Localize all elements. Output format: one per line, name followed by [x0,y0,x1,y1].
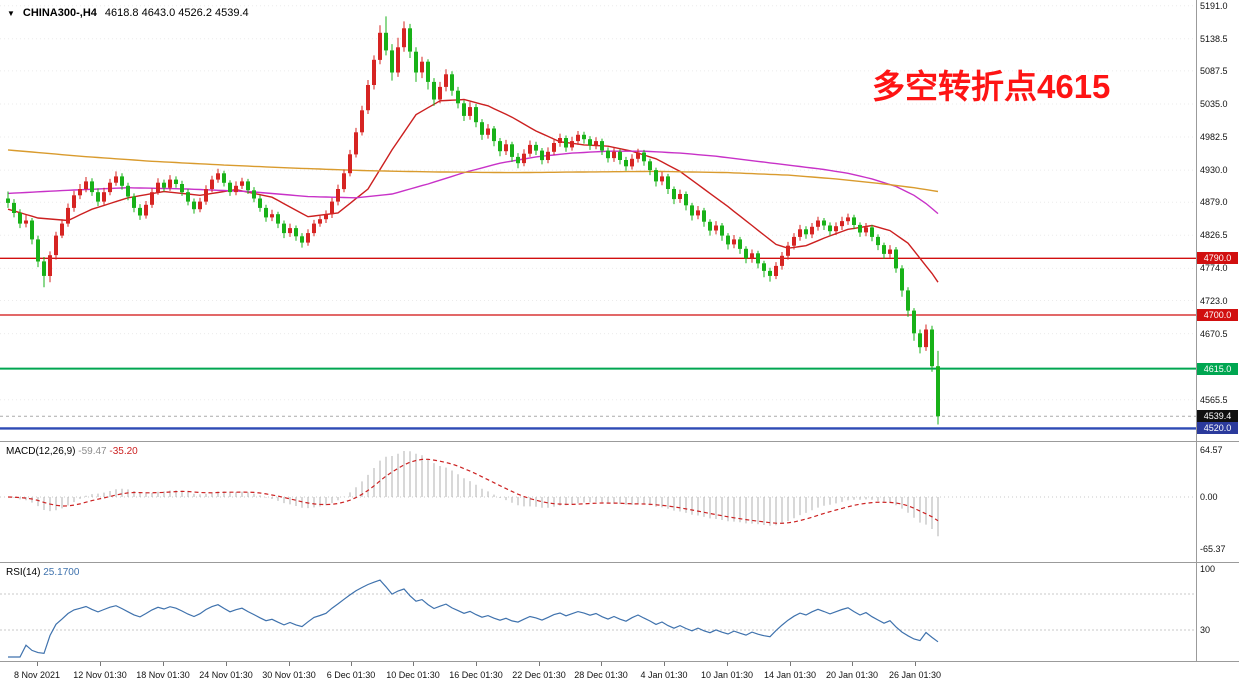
price-tick-label: 4774.0 [1200,263,1228,273]
time-axis-label: 18 Nov 01:30 [136,670,190,680]
slow-ma [7,149,939,193]
time-tick [289,662,290,666]
price-gridlines [0,5,1196,401]
time-axis-label: 16 Dec 01:30 [449,670,503,680]
time-axis-label: 24 Nov 01:30 [199,670,253,680]
macd-signal-line [7,458,939,524]
rsi-value: 25.1700 [43,567,80,578]
fast-ma [7,98,939,283]
candlestick-series [6,16,940,425]
moving-average-lines [7,98,939,283]
macd-scale-label: 64.57 [1200,445,1223,455]
time-axis-label: 10 Dec 01:30 [386,670,440,680]
price-axis[interactable]: 5191.0 5138.5 5087.5 5035.0 4982.5 4930.0 4879… [1197,0,1239,661]
time-axis-label: 12 Nov 01:30 [73,670,127,680]
time-tick [476,662,477,666]
time-tick [226,662,227,666]
time-axis-label: 20 Jan 01:30 [825,670,879,680]
time-tick [601,662,602,666]
symbol-label: CHINA300-,H4 [22,7,97,19]
time-axis-label: 26 Jan 01:30 [888,670,942,680]
time-tick [790,662,791,666]
panel-separator [0,661,1239,662]
time-tick [37,662,38,666]
macd-signal-value: -35.20 [109,446,138,457]
price-tick-label: 4982.5 [1200,132,1228,142]
time-axis-label: 8 Nov 2021 [13,670,61,680]
time-tick [351,662,352,666]
macd-main-value: -59.47 [78,446,107,457]
macd-histogram [13,451,939,537]
panel-separator [0,562,1239,563]
rsi-canvas[interactable] [0,563,1196,661]
price-tick-label: 5035.0 [1200,99,1228,109]
time-axis-label: 10 Jan 01:30 [700,670,754,680]
price-tick-label: 4879.0 [1200,197,1228,207]
time-axis-label: 14 Jan 01:30 [763,670,817,680]
chart-header: ▼ CHINA300-,H4 4618.8 4643.0 4526.2 4539… [7,7,249,19]
price-tick-label: 4723.0 [1200,296,1228,306]
price-badge: 4615.0 [1197,363,1238,375]
time-axis-label: 4 Jan 01:30 [640,670,688,680]
price-badge: 4790.0 [1197,252,1238,264]
price-badge: 4520.0 [1197,422,1238,434]
mid-ma [7,150,939,215]
axis-separator [1196,0,1197,661]
time-tick [163,662,164,666]
time-tick [539,662,540,666]
price-tick-label: 4565.5 [1200,395,1228,405]
time-tick [100,662,101,666]
symbol-dropdown-icon[interactable]: ▼ [7,8,15,18]
macd-canvas[interactable] [0,442,1196,562]
macd-scale-label: 0.00 [1200,492,1218,502]
macd-label: MACD(12,26,9) -59.47 -35.20 [6,446,138,457]
time-axis[interactable]: 8 Nov 2021 12 Nov 01:30 18 Nov 01:30 24 Nov… [0,661,1239,696]
ohlc-values: 4618.8 4643.0 4526.2 4539.4 [104,7,249,19]
price-tick-label: 4670.5 [1200,329,1228,339]
time-tick [664,662,665,666]
panel-separator [0,441,1239,442]
rsi-scale-label: 100 [1200,564,1216,574]
rsi-label: RSI(14) 25.1700 [6,567,79,578]
rsi-name: RSI(14) [6,567,41,578]
annotation-text: 多空转折点4615 [872,68,1111,105]
price-tick-label: 5087.5 [1200,66,1228,76]
horizontal-level-lines [0,257,1196,430]
price-badge: 4539.4 [1197,410,1238,422]
price-tick-label: 5191.0 [1200,1,1228,11]
time-axis-label: 22 Dec 01:30 [512,670,566,680]
time-axis-label: 30 Nov 01:30 [262,670,316,680]
rsi-line [8,579,939,658]
rsi-scale-label: 30 [1200,625,1211,635]
time-tick [413,662,414,666]
price-badge: 4700.0 [1197,309,1238,321]
price-tick-label: 4826.5 [1200,230,1228,240]
main-chart-canvas[interactable] [0,0,1196,441]
time-axis-label: 6 Dec 01:30 [326,670,376,680]
price-tick-label: 4930.0 [1200,165,1228,175]
time-axis-label: 28 Dec 01:30 [574,670,628,680]
time-tick [852,662,853,666]
time-tick [727,662,728,666]
price-tick-label: 5138.5 [1200,34,1228,44]
macd-scale-label: -65.37 [1200,544,1226,554]
macd-name: MACD(12,26,9) [6,446,76,457]
time-tick [915,662,916,666]
